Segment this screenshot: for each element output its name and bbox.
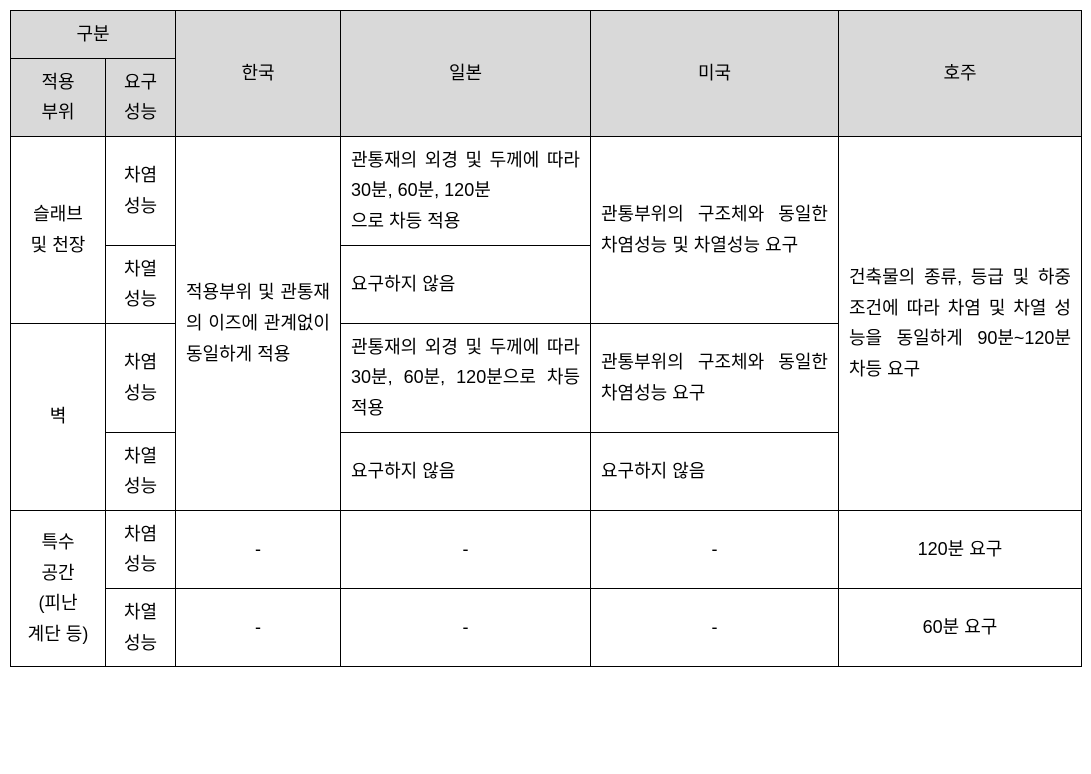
label-wall: 벽 bbox=[11, 323, 106, 510]
cell-japan-slab-fire: 관통재의 외경 및 두께에 따라 30분, 60분, 120분 으로 차등 적용 bbox=[341, 136, 591, 245]
cell-usa-special-heat: - bbox=[591, 588, 839, 666]
cell-aus-merged: 건축물의 종류, 등급 및 하중조건에 따라 차염 및 차열 성능을 동일하게 … bbox=[839, 136, 1082, 510]
comparison-table: 구분 한국 일본 미국 호주 적용 부위 요구 성능 슬래브 및 천장 차염 성… bbox=[10, 10, 1082, 667]
label-special: 특수 공간 (피난 계단 등) bbox=[11, 510, 106, 666]
cell-japan-wall-fire: 관통재의 외경 및 두께에 따라 30분, 60분, 120분으로 차등 적용 bbox=[341, 323, 591, 432]
header-japan: 일본 bbox=[341, 11, 591, 137]
header-korea: 한국 bbox=[176, 11, 341, 137]
header-category: 구분 bbox=[11, 11, 176, 59]
cell-aus-special-heat: 60분 요구 bbox=[839, 588, 1082, 666]
row-slab-fire: 슬래브 및 천장 차염 성능 적용부위 및 관통재의 이즈에 관계없이 동일하게… bbox=[11, 136, 1082, 245]
row-special-heat: 차열 성능 - - - 60분 요구 bbox=[11, 588, 1082, 666]
cell-korea-special-heat: - bbox=[176, 588, 341, 666]
cell-usa-wall-heat: 요구하지 않음 bbox=[591, 432, 839, 510]
label-fire-3: 차염 성능 bbox=[106, 510, 176, 588]
cell-aus-special-fire: 120분 요구 bbox=[839, 510, 1082, 588]
header-row-1: 구분 한국 일본 미국 호주 bbox=[11, 11, 1082, 59]
label-slab-ceiling: 슬래브 및 천장 bbox=[11, 136, 106, 323]
label-fire-1: 차염 성능 bbox=[106, 136, 176, 245]
label-heat-2: 차열 성능 bbox=[106, 432, 176, 510]
cell-usa-merged1: 관통부위의 구조체와 동일한 차염성능 및 차열성능 요구 bbox=[591, 136, 839, 323]
cell-japan-special-fire: - bbox=[341, 510, 591, 588]
cell-japan-special-heat: - bbox=[341, 588, 591, 666]
cell-korea-special-fire: - bbox=[176, 510, 341, 588]
cell-usa-special-fire: - bbox=[591, 510, 839, 588]
label-heat-1: 차열 성능 bbox=[106, 245, 176, 323]
header-required-perf: 요구 성능 bbox=[106, 58, 176, 136]
cell-korea-merged: 적용부위 및 관통재의 이즈에 관계없이 동일하게 적용 bbox=[176, 136, 341, 510]
header-australia: 호주 bbox=[839, 11, 1082, 137]
label-fire-2: 차염 성능 bbox=[106, 323, 176, 432]
row-special-fire: 특수 공간 (피난 계단 등) 차염 성능 - - - 120분 요구 bbox=[11, 510, 1082, 588]
cell-japan-wall-heat: 요구하지 않음 bbox=[341, 432, 591, 510]
cell-usa-wall-fire: 관통부위의 구조체와 동일한 차염성능 요구 bbox=[591, 323, 839, 432]
label-heat-3: 차열 성능 bbox=[106, 588, 176, 666]
header-usa: 미국 bbox=[591, 11, 839, 137]
cell-japan-slab-heat: 요구하지 않음 bbox=[341, 245, 591, 323]
header-applied-part: 적용 부위 bbox=[11, 58, 106, 136]
